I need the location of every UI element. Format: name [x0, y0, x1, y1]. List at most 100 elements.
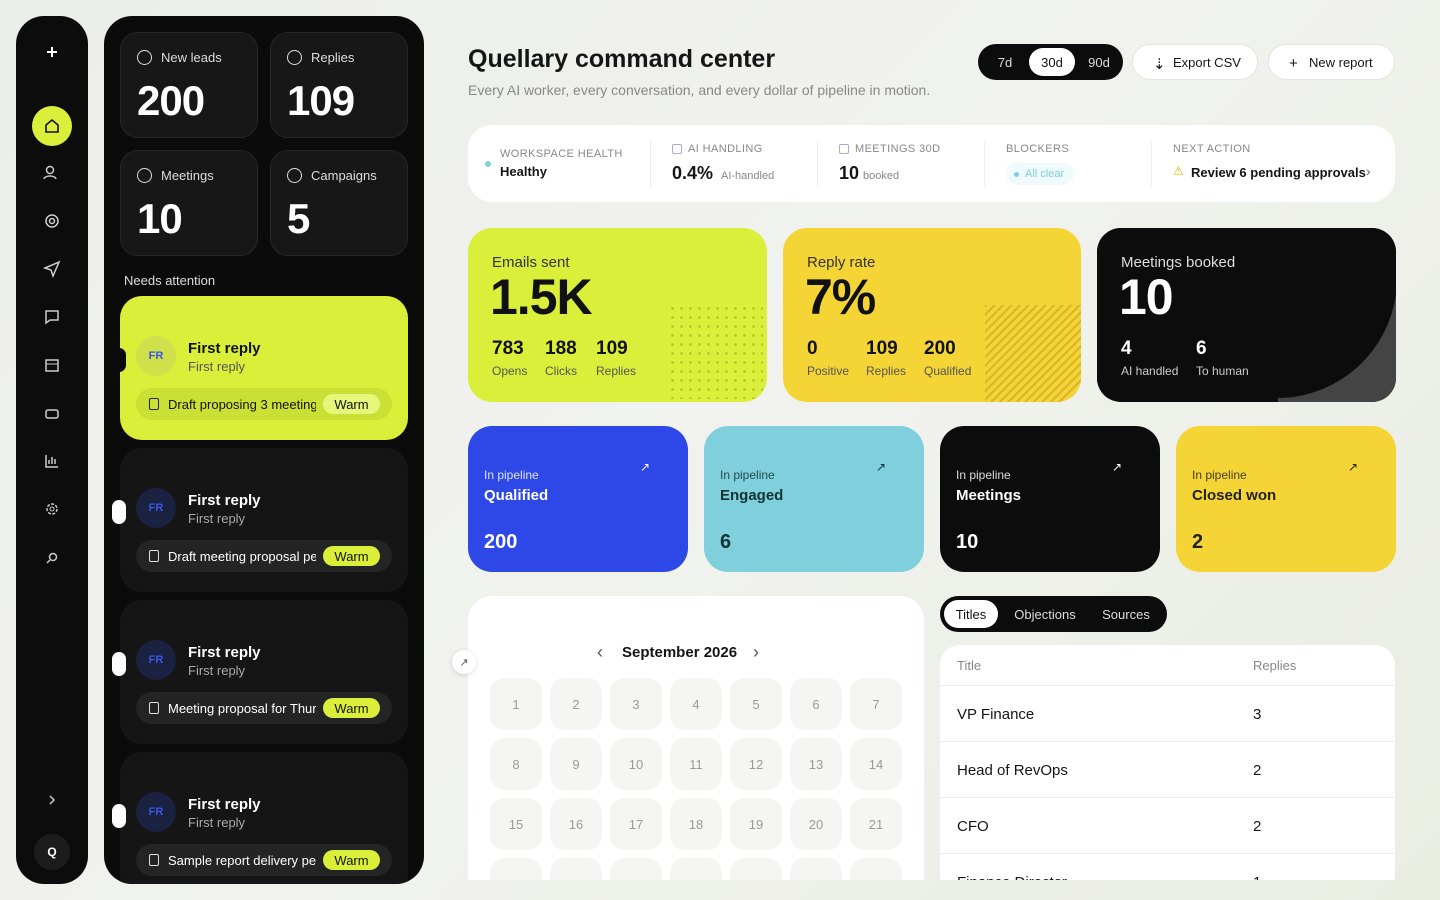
- corner-mask: [1097, 228, 1396, 398]
- settings-button[interactable]: [36, 493, 68, 525]
- attention-card[interactable]: FR First reply First reply Sample report de…: [112, 752, 408, 884]
- stat-label: Campaigns: [311, 168, 377, 183]
- task-pill: Draft meeting proposal pe Warm: [136, 540, 392, 572]
- chart-button[interactable]: [36, 445, 68, 477]
- calendar-day[interactable]: 23: [550, 858, 602, 880]
- header-button[interactable]: + New report: [1268, 44, 1395, 80]
- calendar-day[interactable]: 16: [550, 798, 602, 850]
- nav-rail: Q: [16, 16, 88, 884]
- attention-card[interactable]: FR First reply First reply Draft proposing …: [112, 296, 408, 440]
- calendar-day[interactable]: 5: [730, 678, 782, 730]
- calendar-day[interactable]: 2: [550, 678, 602, 730]
- stat-icon: [137, 50, 152, 65]
- kpi-label: Reply rate: [807, 254, 876, 271]
- kpi-card: Emails sent 1.5K 783 Opens 188 Clicks 109 Repli…: [468, 228, 767, 402]
- calendar-day[interactable]: 22: [490, 858, 542, 880]
- calendar-day[interactable]: 18: [670, 798, 722, 850]
- pipeline-card[interactable]: ↗ In pipeline Qualified 200: [468, 426, 688, 572]
- home-button[interactable]: [32, 106, 72, 146]
- chevron: ›: [1366, 163, 1371, 179]
- stat-label: New leads: [161, 50, 222, 65]
- pipeline-label: In pipeline: [1192, 468, 1247, 482]
- stat-value: 10: [137, 195, 183, 242]
- calendar-day[interactable]: 11: [670, 738, 722, 790]
- expand-button[interactable]: [36, 784, 68, 816]
- kpi-card: Reply rate 7% 0 Positive 109 Replies 200 Qualif…: [783, 228, 1081, 402]
- task-pill: Meeting proposal for Thur Warm: [136, 692, 392, 724]
- pipeline-card[interactable]: ↗ In pipeline Closed won 2: [1176, 426, 1396, 572]
- calendar-day[interactable]: 15: [490, 798, 542, 850]
- calendar-day[interactable]: 7: [850, 678, 902, 730]
- calendar-button[interactable]: [36, 349, 68, 381]
- calendar-day[interactable]: 20: [790, 798, 842, 850]
- button-label: New report: [1309, 55, 1373, 70]
- hatch-pattern: [985, 305, 1081, 402]
- table-tab[interactable]: Objections: [1014, 606, 1076, 622]
- kpi-sub-value: 109: [866, 338, 898, 359]
- pipeline-name: Qualified: [484, 487, 549, 504]
- attention-card[interactable]: FR First reply First reply Draft meeting pr…: [112, 448, 408, 592]
- calendar-day[interactable]: 17: [610, 798, 662, 850]
- kpi-sub-value: 783: [492, 338, 524, 359]
- pipeline-card[interactable]: ↗ In pipeline Meetings 10: [940, 426, 1160, 572]
- kpi-sub-value: 109: [596, 338, 628, 359]
- prev-month[interactable]: ‹: [597, 642, 603, 662]
- range-tab[interactable]: 7d: [997, 54, 1013, 70]
- item-title: First reply: [188, 644, 261, 661]
- divider: [650, 141, 651, 187]
- stat-value: 109: [287, 77, 355, 124]
- table-tab[interactable]: Sources: [1102, 606, 1150, 622]
- search-button[interactable]: [36, 542, 68, 574]
- calendar-day[interactable]: 4: [670, 678, 722, 730]
- calendar-day[interactable]: 19: [730, 798, 782, 850]
- user-avatar[interactable]: Q: [34, 834, 70, 870]
- chat-button[interactable]: [36, 301, 68, 333]
- stat-value: 200: [137, 77, 205, 124]
- kpi-sub-value: 200: [924, 338, 956, 359]
- expand-arrow[interactable]: ↗: [452, 650, 476, 674]
- calendar-day[interactable]: 6: [790, 678, 842, 730]
- kpi-value: 7%: [805, 269, 876, 325]
- range-tab[interactable]: 30d: [1029, 48, 1075, 76]
- send-button[interactable]: [36, 253, 68, 285]
- row-divider: [940, 741, 1395, 742]
- item-subtitle: First reply: [188, 359, 246, 374]
- month-label: September 2026: [622, 644, 738, 661]
- calendar-day[interactable]: 28: [850, 858, 902, 880]
- calendar-day[interactable]: 10: [610, 738, 662, 790]
- add-button[interactable]: [36, 36, 68, 68]
- row-divider: [940, 685, 1395, 686]
- calendar-day[interactable]: 13: [790, 738, 842, 790]
- calendar-day[interactable]: 25: [670, 858, 722, 880]
- calendar-day[interactable]: 9: [550, 738, 602, 790]
- calendar-day[interactable]: 3: [610, 678, 662, 730]
- calendar-day[interactable]: 26: [730, 858, 782, 880]
- divider: [984, 141, 985, 187]
- pipeline-label: In pipeline: [720, 468, 775, 482]
- target-button[interactable]: [36, 205, 68, 237]
- side-panel: New leads 200 Replies 109 Meetings 10 Campaign…: [104, 16, 424, 884]
- pipeline-card[interactable]: ↗ In pipeline Engaged 6: [704, 426, 924, 572]
- calendar-day[interactable]: 12: [730, 738, 782, 790]
- calendar-day[interactable]: 24: [610, 858, 662, 880]
- attention-card[interactable]: FR First reply First reply Meeting proposal…: [112, 600, 408, 744]
- range-tab[interactable]: 90d: [1088, 54, 1110, 70]
- badge-dot: [1014, 172, 1019, 177]
- table-tab[interactable]: Titles: [944, 600, 998, 628]
- header-button[interactable]: ⇣ Export CSV: [1132, 44, 1258, 80]
- calendar-day[interactable]: 21: [850, 798, 902, 850]
- people-button[interactable]: [36, 157, 68, 189]
- health-note: AI-handled: [721, 170, 775, 182]
- calendar-card: ‹ September 2026 › 1 2 3 4 5 6 7 8 9 10 11 12 13 14 15 16 1…: [468, 596, 924, 880]
- calendar-day[interactable]: 8: [490, 738, 542, 790]
- next-month[interactable]: ›: [753, 642, 759, 662]
- item-subtitle: First reply: [188, 511, 246, 526]
- pipeline-value: 6: [720, 531, 732, 553]
- bot-button[interactable]: [36, 397, 68, 429]
- arrow-icon: ↗: [876, 460, 887, 474]
- health-icon: [839, 144, 849, 154]
- calendar-day[interactable]: 14: [850, 738, 902, 790]
- calendar-day[interactable]: 1: [490, 678, 542, 730]
- calendar-day[interactable]: 27: [790, 858, 842, 880]
